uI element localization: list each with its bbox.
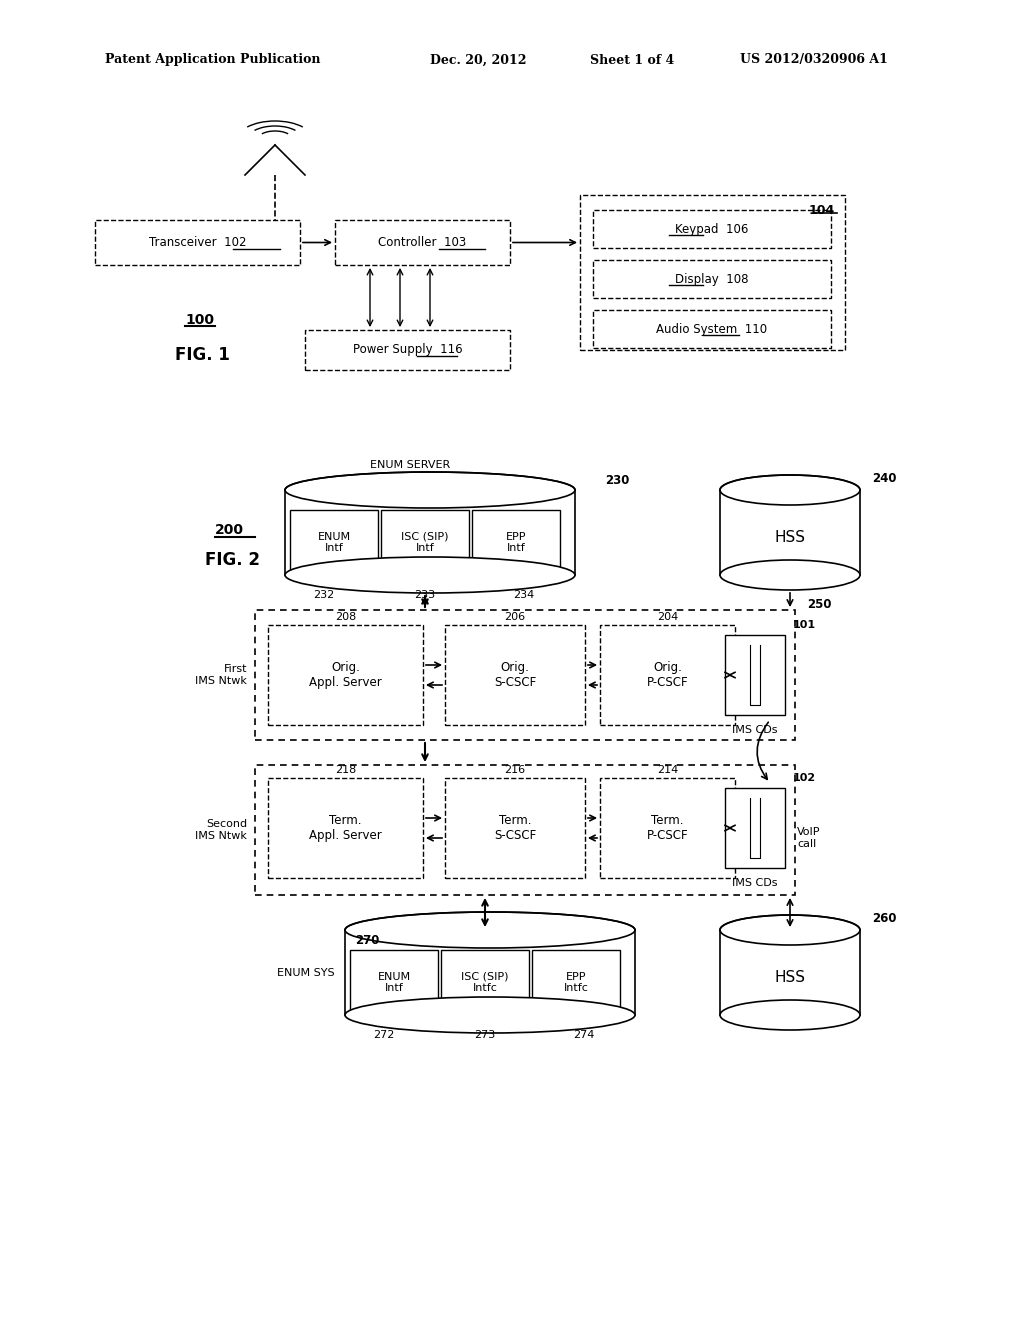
Text: 250: 250 (807, 598, 831, 611)
Bar (290, 510, 378, 576)
Text: VoIP
call: VoIP call (797, 828, 820, 849)
Text: US 2012/0320906 A1: US 2012/0320906 A1 (740, 54, 888, 66)
Text: Term.
Appl. Server: Term. Appl. Server (309, 814, 382, 842)
Text: IMS CDs: IMS CDs (732, 725, 778, 735)
Bar (445, 624, 585, 725)
Text: Orig.
S-CSCF: Orig. S-CSCF (494, 661, 537, 689)
Text: 208: 208 (335, 612, 356, 622)
Text: Sheet 1 of 4: Sheet 1 of 4 (590, 54, 674, 66)
Text: HSS: HSS (774, 531, 806, 545)
Bar (335, 220, 510, 265)
Bar (268, 624, 423, 725)
Text: Term.
P-CSCF: Term. P-CSCF (647, 814, 688, 842)
Bar (720, 931, 860, 1015)
Text: EPP
Intf: EPP Intf (506, 532, 526, 553)
Bar (345, 931, 635, 1015)
Text: 216: 216 (505, 766, 525, 775)
Text: ENUM SERVER: ENUM SERVER (370, 459, 451, 470)
Bar (441, 950, 529, 1015)
Bar (593, 310, 831, 348)
Ellipse shape (720, 475, 860, 506)
Bar (268, 777, 423, 878)
Text: Keypad  106: Keypad 106 (675, 223, 749, 235)
Text: Controller  103: Controller 103 (379, 236, 467, 249)
Text: ISC (SIP)
Intf: ISC (SIP) Intf (401, 532, 449, 553)
Text: ENUM
Intf: ENUM Intf (378, 972, 411, 993)
Bar (255, 766, 795, 895)
Text: 274: 274 (573, 1030, 595, 1040)
Ellipse shape (345, 997, 635, 1034)
Text: 200: 200 (215, 523, 244, 537)
Text: 230: 230 (605, 474, 630, 487)
Text: Power Supply  116: Power Supply 116 (352, 343, 462, 356)
Text: 232: 232 (313, 590, 335, 601)
Text: Display  108: Display 108 (675, 272, 749, 285)
Ellipse shape (720, 560, 860, 590)
Text: ENUM SYS: ENUM SYS (278, 968, 335, 978)
Bar (725, 635, 785, 715)
Bar (600, 777, 735, 878)
Text: IMS CDs: IMS CDs (732, 878, 778, 888)
Text: 204: 204 (656, 612, 678, 622)
Text: 101: 101 (793, 620, 816, 630)
Text: 206: 206 (505, 612, 525, 622)
Text: 218: 218 (335, 766, 356, 775)
Bar (600, 624, 735, 725)
Text: Second
IMS Ntwk: Second IMS Ntwk (196, 820, 247, 841)
Ellipse shape (720, 915, 860, 945)
Ellipse shape (285, 473, 575, 508)
Text: Audio System  110: Audio System 110 (656, 322, 768, 335)
Bar (725, 788, 785, 869)
Bar (95, 220, 300, 265)
Ellipse shape (345, 912, 635, 948)
Ellipse shape (720, 1001, 860, 1030)
Bar (532, 950, 620, 1015)
Text: EPP
Intfc: EPP Intfc (563, 972, 589, 993)
Bar (593, 210, 831, 248)
Ellipse shape (285, 557, 575, 593)
Bar (305, 330, 510, 370)
Bar (381, 510, 469, 576)
Bar (720, 490, 860, 576)
Text: Patent Application Publication: Patent Application Publication (105, 54, 321, 66)
Text: 233: 233 (415, 590, 435, 601)
Text: 214: 214 (656, 766, 678, 775)
Bar (285, 490, 575, 576)
Text: 270: 270 (355, 933, 379, 946)
Text: 234: 234 (513, 590, 535, 601)
Text: First
IMS Ntwk: First IMS Ntwk (196, 664, 247, 686)
Bar (580, 195, 845, 350)
Text: 102: 102 (793, 774, 816, 783)
Text: 273: 273 (474, 1030, 496, 1040)
Text: 100: 100 (185, 313, 214, 327)
Bar (445, 777, 585, 878)
Text: 104: 104 (809, 203, 835, 216)
Bar (593, 260, 831, 298)
Text: HSS: HSS (774, 970, 806, 985)
Text: FIG. 2: FIG. 2 (205, 550, 260, 569)
Text: Term.
S-CSCF: Term. S-CSCF (494, 814, 537, 842)
Text: Orig.
P-CSCF: Orig. P-CSCF (647, 661, 688, 689)
Text: 260: 260 (872, 912, 896, 924)
Text: ISC (SIP)
Intfc: ISC (SIP) Intfc (461, 972, 509, 993)
Text: 240: 240 (872, 471, 896, 484)
Text: Orig.
Appl. Server: Orig. Appl. Server (309, 661, 382, 689)
Text: Transceiver  102: Transceiver 102 (148, 236, 246, 249)
Text: 272: 272 (374, 1030, 394, 1040)
Text: Dec. 20, 2012: Dec. 20, 2012 (430, 54, 526, 66)
Text: FIG. 1: FIG. 1 (175, 346, 229, 364)
Bar (255, 610, 795, 741)
Text: ENUM
Intf: ENUM Intf (317, 532, 350, 553)
Bar (350, 950, 438, 1015)
Bar (472, 510, 560, 576)
